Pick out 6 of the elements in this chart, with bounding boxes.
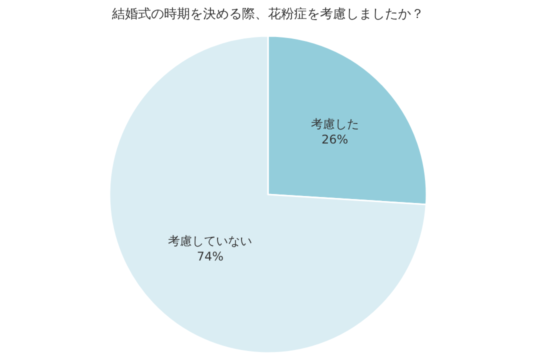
slice-label: 考慮した (310, 116, 359, 131)
pie-slice (108, 35, 427, 354)
data-label: 26% (321, 132, 348, 147)
data-label: 74% (196, 250, 224, 264)
slice-label: 考慮していない (168, 234, 252, 248)
chart-title: 結婚式の時期を決める際、花粉症を考慮しましたか？ (111, 7, 424, 22)
